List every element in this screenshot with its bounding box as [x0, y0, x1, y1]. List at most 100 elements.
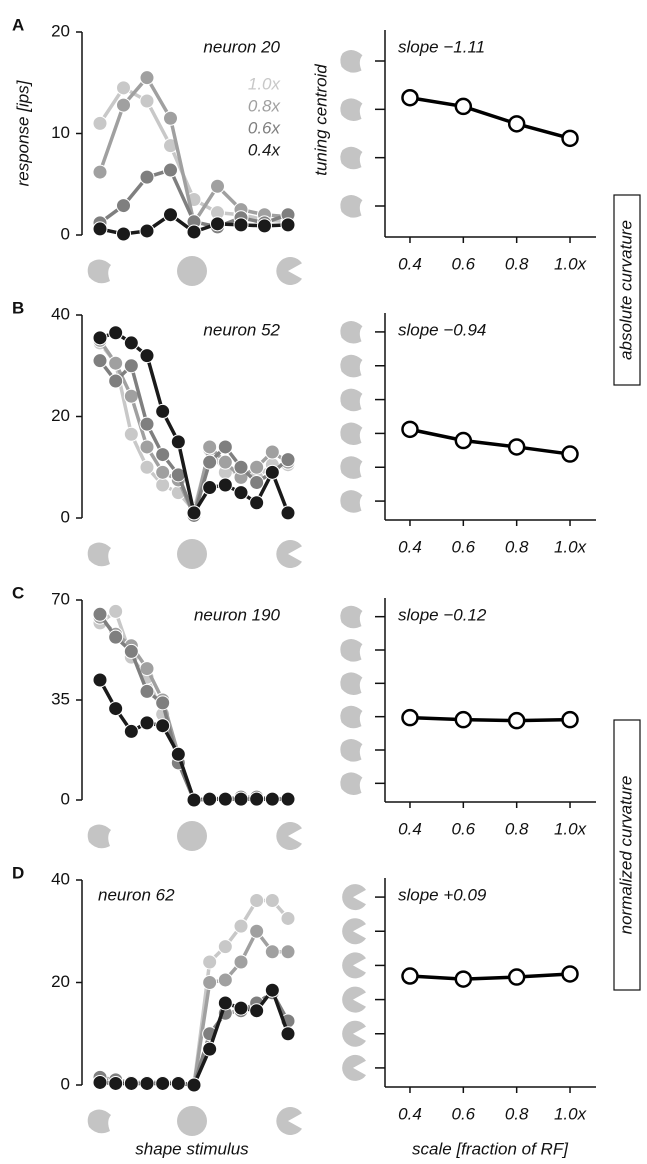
stimulus-icon [340, 422, 363, 446]
data-point [155, 718, 171, 734]
y-tick-label: 0 [61, 224, 70, 243]
data-point [401, 708, 419, 727]
side-label: normalized curvature [616, 776, 635, 935]
data-point [139, 1075, 155, 1091]
legend-entry: 1.0x [248, 74, 281, 93]
data-point [108, 603, 124, 619]
data-point [163, 162, 178, 178]
annotation: slope −1.11 [398, 37, 485, 56]
data-point [233, 217, 249, 233]
stimulus-icon [340, 50, 363, 73]
data-point [92, 606, 108, 622]
data-point [139, 416, 155, 432]
x-tick-label: 0.8 [505, 1104, 529, 1123]
data-point [233, 485, 249, 501]
y-tick-label: 40 [51, 304, 70, 323]
data-point [123, 723, 139, 739]
data-point [217, 939, 233, 955]
panel-label: B [12, 298, 24, 317]
data-point [123, 643, 139, 659]
stimulus-icon [177, 539, 207, 569]
annotation: neuron 190 [194, 605, 281, 624]
x-tick-label: 0.6 [452, 537, 476, 556]
stimulus-icon [340, 354, 363, 378]
data-point [233, 918, 249, 934]
data-point [155, 447, 171, 463]
x-tick-label: 0.6 [452, 1104, 476, 1123]
data-point [92, 330, 108, 346]
data-point [170, 746, 186, 762]
y-tick-label: 70 [51, 589, 70, 608]
data-point [116, 80, 131, 96]
data-point [264, 444, 280, 460]
y-tick-label: 20 [51, 21, 70, 40]
data-point [123, 335, 139, 351]
data-point [217, 972, 233, 988]
series-line [409, 972, 571, 981]
stimulus-icon [340, 320, 363, 344]
data-point [249, 1003, 265, 1019]
y-tick-label: 35 [51, 689, 70, 708]
data-point [108, 373, 124, 389]
x-tick-label: 0.8 [505, 819, 529, 838]
data-point [217, 477, 233, 493]
y-tick-label: 0 [61, 507, 70, 526]
data-point [217, 791, 233, 807]
stimulus-icon [87, 824, 111, 849]
data-point [202, 954, 218, 970]
data-point [92, 672, 108, 688]
data-point [249, 893, 265, 908]
data-point [561, 965, 579, 983]
data-point [202, 480, 218, 496]
x-axis-label: scale [fraction of RF] [412, 1139, 569, 1158]
data-point [264, 464, 280, 480]
legend-entry: 0.4x [248, 140, 281, 159]
stimulus-icon [340, 146, 363, 170]
data-point [561, 710, 579, 729]
stimulus-icon [340, 195, 363, 218]
series-line [98, 679, 288, 802]
data-point [116, 97, 131, 113]
data-point [217, 439, 233, 455]
data-point [186, 505, 202, 521]
annotation: slope +0.09 [398, 885, 487, 904]
data-point [249, 495, 265, 511]
stimulus-icon [87, 1109, 111, 1134]
data-point [401, 967, 419, 985]
data-point [139, 661, 155, 677]
data-point [217, 995, 233, 1011]
y-axis-label: tuning centroid [311, 64, 330, 176]
stimulus-icon [340, 772, 363, 795]
x-tick-label: 0.4 [398, 1104, 422, 1123]
data-point [233, 954, 249, 970]
data-point [454, 710, 473, 729]
annotation: neuron 20 [203, 37, 280, 56]
data-point [139, 70, 155, 86]
data-point [139, 348, 155, 364]
data-point [210, 216, 225, 232]
stimulus-icon [177, 256, 207, 286]
data-point [249, 474, 265, 490]
data-point [186, 1077, 202, 1093]
data-point [139, 223, 155, 239]
data-point [210, 178, 225, 194]
side-label-box: normalized curvature [613, 719, 641, 991]
data-point [116, 198, 131, 214]
data-point [202, 454, 218, 470]
data-point [264, 944, 280, 960]
data-point [139, 169, 155, 185]
data-point [186, 224, 202, 240]
stimulus-icon [276, 257, 302, 286]
data-point [280, 910, 296, 926]
stimulus-icon [87, 259, 111, 284]
x-tick-label: 0.8 [505, 254, 529, 273]
stimulus-icon [342, 1020, 366, 1047]
data-point [155, 477, 171, 493]
x-tick-label: 1.0x [554, 537, 587, 556]
data-point [401, 88, 419, 107]
data-point [108, 629, 124, 645]
data-point [454, 431, 473, 450]
annotation: slope −0.94 [398, 320, 486, 339]
stimulus-icon [340, 388, 363, 412]
